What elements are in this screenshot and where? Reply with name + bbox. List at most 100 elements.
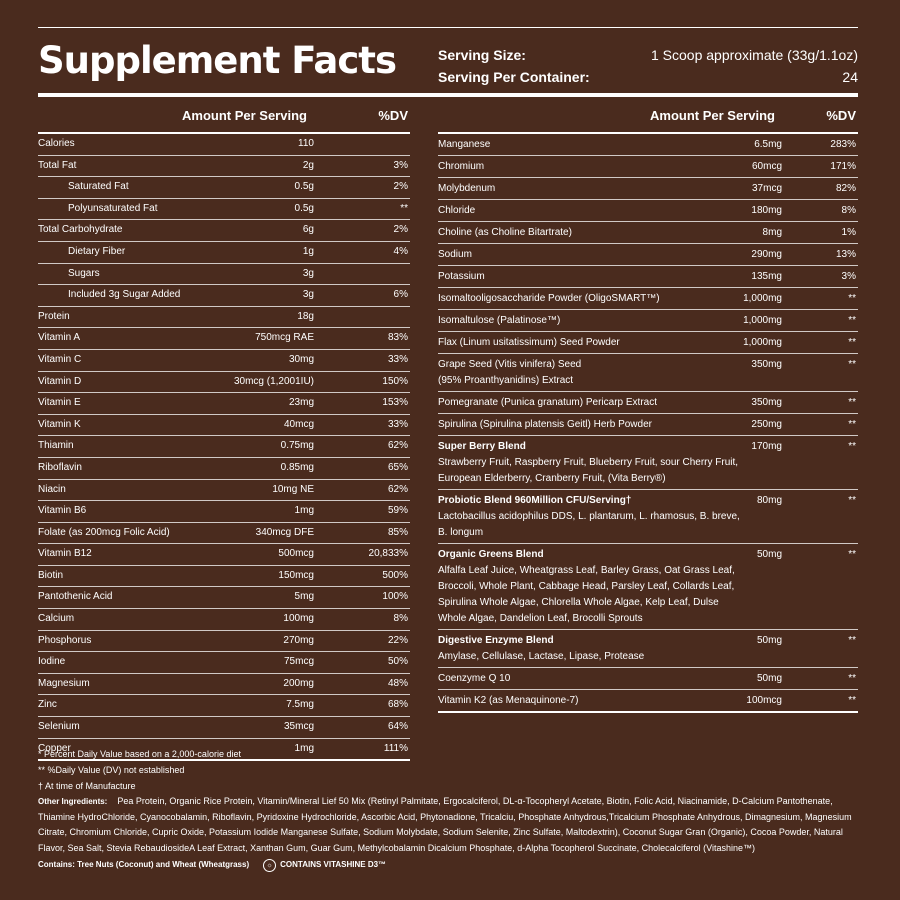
nutrient-row: Selenium 35mcg 64% bbox=[38, 717, 410, 739]
nutrient-name-text: Probiotic Blend 960Million CFU/Serving† bbox=[438, 495, 632, 506]
footnotes: * Percent Daily Value based on a 2,000-c… bbox=[38, 746, 858, 873]
nutrient-row: Sodium 290mg 13% bbox=[438, 244, 858, 266]
nutrient-dv: ** bbox=[848, 315, 856, 326]
nutrient-row: Choline (as Choline Bitartrate) 8mg 1% bbox=[438, 222, 858, 244]
nutrient-dv: 83% bbox=[387, 332, 408, 344]
nutrient-name: Chromium bbox=[438, 159, 738, 175]
nutrient-name: Polyunsaturated Fat bbox=[68, 202, 158, 214]
nutrient-name: Choline (as Choline Bitartrate) bbox=[438, 225, 738, 241]
contains-text: Contains: Tree Nuts (Coconut) and Wheat … bbox=[38, 860, 250, 869]
nutrient-name-text: Choline (as Choline Bitartrate) bbox=[438, 227, 572, 238]
nutrient-ingredients: Strawberry Fruit, Raspberry Fruit, Blueb… bbox=[438, 457, 739, 484]
nutrient-ingredients: Amylase, Cellulase, Lactase, Lipase, Pro… bbox=[438, 651, 645, 662]
nutrient-name: Sugars bbox=[68, 267, 100, 279]
nutrient-amount: 270mg bbox=[283, 634, 314, 646]
nutrient-dv: 22% bbox=[387, 634, 408, 646]
nutrient-row: Chromium 60mcg 171% bbox=[438, 156, 858, 178]
nutrient-amount: 2g bbox=[302, 159, 314, 171]
nutrient-row: Copper 1mg 111% bbox=[38, 739, 410, 762]
nutrient-ingredients: (95% Proanthyanidins) Extract bbox=[438, 375, 574, 386]
nutrient-amount: 500mcg bbox=[278, 548, 314, 560]
serving-size-value: 1 Scoop approximate (33g/1.1oz) bbox=[650, 47, 858, 63]
nutrient-name: Zinc bbox=[38, 699, 57, 711]
nutrient-name: Vitamin B12 bbox=[38, 548, 92, 560]
nutrient-name: Niacin bbox=[38, 483, 66, 495]
footnote-manufacture: † At time of Manufacture bbox=[38, 781, 136, 791]
nutrient-dv: 68% bbox=[387, 699, 408, 711]
nutrient-name: Copper bbox=[38, 742, 71, 754]
nutrient-row: Protein 18g bbox=[38, 307, 410, 329]
nutrient-name: Magnesium bbox=[38, 677, 90, 689]
nutrient-name: Isomaltulose (Palatinose™) bbox=[438, 313, 738, 329]
nutrient-name: Iodine bbox=[38, 656, 66, 668]
nutrient-row: Organic Greens Blend Alfalfa Leaf Juice, … bbox=[438, 544, 858, 630]
nutrient-dv: 20,833% bbox=[368, 548, 408, 560]
nutrient-dv: ** bbox=[400, 202, 408, 214]
nutrient-name: Saturated Fat bbox=[68, 181, 129, 193]
nutrient-row: Calcium 100mg 8% bbox=[38, 609, 410, 631]
nutrient-amount: 180mg bbox=[751, 205, 782, 216]
nutrient-amount: 0.5g bbox=[294, 181, 314, 193]
nutrient-row: Polyunsaturated Fat 0.5g ** bbox=[38, 199, 410, 221]
allergen-statement: Contains: Tree Nuts (Coconut) and Wheat … bbox=[38, 857, 858, 873]
nutrient-name: Grape Seed (Vitis vinifera) Seed bbox=[438, 357, 738, 373]
left-column-header: Amount Per Serving %DV bbox=[38, 104, 410, 134]
nutrient-row: Dietary Fiber 1g 4% bbox=[38, 242, 410, 264]
nutrient-name-text: Organic Greens Blend bbox=[438, 549, 544, 560]
servings-per-container-label: Serving Per Container: bbox=[438, 69, 590, 85]
footnote-dv: * Percent Daily Value based on a 2,000-c… bbox=[38, 749, 241, 759]
dv-header: %DV bbox=[826, 108, 856, 123]
nutrient-name-text: Super Berry Blend bbox=[438, 441, 526, 452]
nutrient-row: Magnesium 200mg 48% bbox=[38, 674, 410, 696]
nutrient-name-text: Isomaltooligosaccharide Powder (OligoSMA… bbox=[438, 293, 660, 304]
nutrient-amount: 80mg bbox=[756, 495, 782, 506]
serving-info: Serving Size: 1 Scoop approximate (33g/1… bbox=[438, 44, 858, 88]
amount-header: Amount Per Serving bbox=[650, 108, 775, 123]
nutrient-dv: 4% bbox=[393, 245, 408, 257]
nutrient-amount: 3g bbox=[302, 289, 314, 301]
nutrient-amount: 135mg bbox=[751, 271, 782, 282]
left-rows: Calories 110 Total Fat 2g 3% Saturated Fat 0.5… bbox=[38, 134, 410, 762]
nutrient-dv: 2% bbox=[393, 181, 408, 193]
nutrient-amount: 200mg bbox=[283, 677, 314, 689]
nutrient-row: Vitamin K 40mcg 33% bbox=[38, 415, 410, 437]
nutrient-name-text: Pomegranate (Punica granatum) Pericarp E… bbox=[438, 397, 657, 408]
nutrient-name: Chloride bbox=[438, 203, 738, 219]
nutrient-dv: ** bbox=[848, 695, 856, 706]
nutrient-name: Calories bbox=[38, 138, 75, 149]
vitashine-badge-text: CONTAINS VITASHINE D3™ bbox=[280, 860, 387, 869]
nutrient-name: Selenium bbox=[38, 721, 80, 733]
nutrient-row: Vitamin E 23mg 153% bbox=[38, 393, 410, 415]
nutrient-row: Flax (Linum usitatissimum) Seed Powder 1,… bbox=[438, 332, 858, 354]
nutrient-name: Protein bbox=[38, 310, 70, 322]
nutrient-row: Vitamin C 30mg 33% bbox=[38, 350, 410, 372]
nutrient-dv: 85% bbox=[387, 526, 408, 538]
footnote-not-established: ** %Daily Value (DV) not established bbox=[38, 765, 185, 775]
nutrient-name: Probiotic Blend 960Million CFU/Serving† bbox=[438, 493, 738, 509]
nutrient-dv: 59% bbox=[387, 505, 408, 517]
nutrient-name-text: Coenzyme Q 10 bbox=[438, 673, 511, 684]
nutrient-amount: 0.85mg bbox=[280, 461, 314, 473]
nutrient-name: Flax (Linum usitatissimum) Seed Powder bbox=[438, 335, 738, 351]
top-rule bbox=[38, 27, 858, 28]
nutrient-dv: 48% bbox=[387, 677, 408, 689]
nutrient-name: Molybdenum bbox=[438, 181, 738, 197]
nutrient-amount: 0.5g bbox=[294, 202, 314, 214]
nutrient-dv: 62% bbox=[387, 483, 408, 495]
nutrient-amount: 250mg bbox=[751, 419, 782, 430]
nutrient-row: Manganese 6.5mg 283% bbox=[438, 134, 858, 156]
nutrient-name: Vitamin C bbox=[38, 353, 82, 365]
nutrient-dv: 82% bbox=[835, 183, 856, 194]
nutrient-amount: 100mg bbox=[283, 613, 314, 625]
nutrient-name: Phosphorus bbox=[38, 634, 92, 646]
other-ingredients-text: Pea Protein, Organic Rice Protein, Vitam… bbox=[38, 796, 852, 853]
nutrient-name: Total Fat bbox=[38, 159, 77, 171]
nutrient-amount: 10mg NE bbox=[272, 483, 314, 495]
nutrient-name: Organic Greens Blend bbox=[438, 547, 738, 563]
nutrient-dv: 65% bbox=[387, 461, 408, 473]
nutrient-row: Spirulina (Spirulina platensis Geitl) He… bbox=[438, 414, 858, 436]
nutrient-name: Potassium bbox=[438, 269, 738, 285]
nutrient-name: Dietary Fiber bbox=[68, 245, 126, 257]
nutrient-dv: 100% bbox=[382, 591, 408, 603]
nutrient-row: Thiamin 0.75mg 62% bbox=[38, 436, 410, 458]
